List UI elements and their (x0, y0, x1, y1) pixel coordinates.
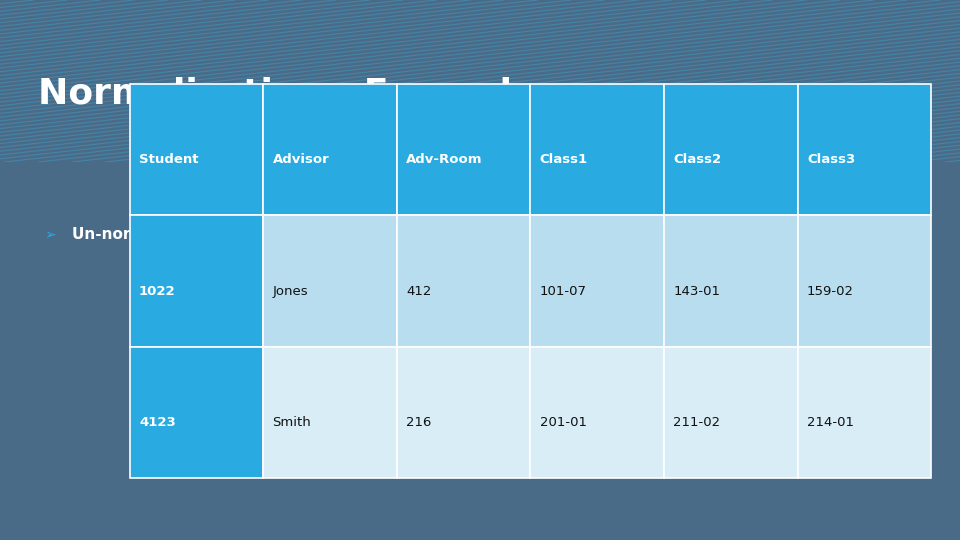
Text: 159-02: 159-02 (807, 285, 854, 298)
Text: 1022: 1022 (139, 285, 176, 298)
FancyBboxPatch shape (664, 84, 798, 215)
FancyBboxPatch shape (396, 215, 530, 347)
FancyBboxPatch shape (130, 84, 263, 215)
FancyBboxPatch shape (530, 84, 664, 215)
Text: Class1: Class1 (540, 153, 588, 166)
FancyBboxPatch shape (798, 215, 931, 347)
FancyBboxPatch shape (798, 347, 931, 478)
Text: 201-01: 201-01 (540, 416, 587, 429)
Text: Smith: Smith (273, 416, 311, 429)
FancyBboxPatch shape (530, 215, 664, 347)
Polygon shape (139, 162, 206, 197)
Text: Adv-Room: Adv-Room (406, 153, 483, 166)
FancyBboxPatch shape (396, 347, 530, 478)
FancyBboxPatch shape (664, 347, 798, 478)
Text: 216: 216 (406, 416, 432, 429)
FancyBboxPatch shape (664, 215, 798, 347)
Text: 143-01: 143-01 (673, 285, 720, 298)
Text: 412: 412 (406, 285, 432, 298)
FancyBboxPatch shape (263, 347, 396, 478)
Text: 4123: 4123 (139, 416, 176, 429)
Text: Advisor: Advisor (273, 153, 329, 166)
Text: Jones: Jones (273, 285, 308, 298)
FancyBboxPatch shape (130, 215, 263, 347)
Text: Un-normalized table:: Un-normalized table: (72, 227, 252, 242)
Text: 214-01: 214-01 (807, 416, 854, 429)
Text: Class3: Class3 (807, 153, 855, 166)
Text: Normalization - Examples: Normalization - Examples (38, 77, 559, 111)
Text: ➢: ➢ (44, 228, 56, 242)
FancyBboxPatch shape (798, 84, 931, 215)
FancyBboxPatch shape (263, 84, 396, 215)
Text: 211-02: 211-02 (673, 416, 720, 429)
FancyBboxPatch shape (530, 347, 664, 478)
FancyBboxPatch shape (396, 84, 530, 215)
Text: Class2: Class2 (673, 153, 722, 166)
Text: Student: Student (139, 153, 199, 166)
FancyBboxPatch shape (130, 347, 263, 478)
FancyBboxPatch shape (263, 215, 396, 347)
Text: 101-07: 101-07 (540, 285, 587, 298)
